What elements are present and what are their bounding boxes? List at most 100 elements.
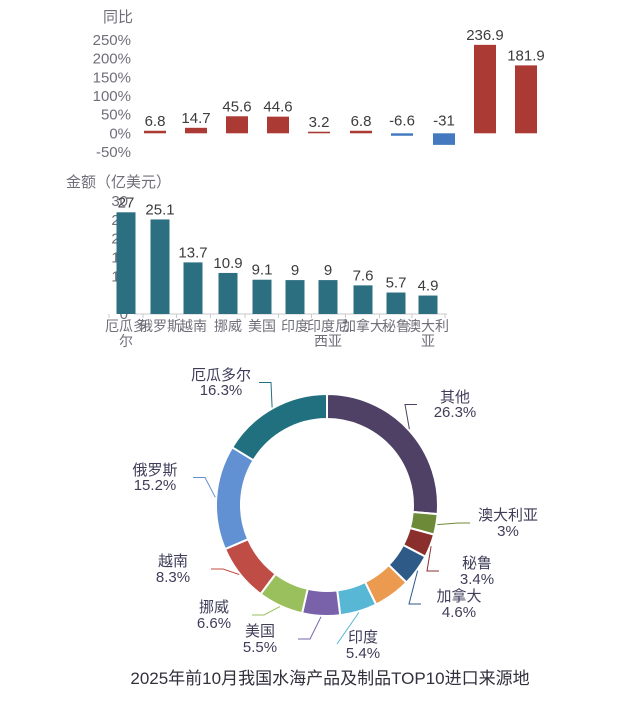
donut-segment-name: 美国: [245, 623, 275, 640]
yoy-value-label: 44.6: [263, 99, 292, 116]
donut-segment: [300, 587, 342, 617]
yoy-y-tick: 250%: [93, 32, 131, 49]
yoy-y-tick: -50%: [96, 144, 131, 161]
amount-value-label: 9.1: [252, 262, 273, 279]
amount-category-label: 西亚: [314, 333, 342, 349]
amount-category-label: 尔: [119, 333, 133, 349]
yoy-bar: [515, 65, 537, 134]
amount-value-label: 9: [291, 262, 299, 279]
amount-bar: [252, 279, 272, 314]
yoy-bar: [308, 131, 330, 134]
amount-category-label: 澳大利: [407, 318, 449, 334]
amount-category-label: 俄罗斯: [139, 318, 181, 334]
amount-category-label: 美国: [248, 318, 276, 334]
amount-category-label: 印度: [281, 318, 309, 334]
yoy-value-label: 6.8: [145, 113, 166, 130]
yoy-value-label: 3.2: [309, 114, 330, 131]
amount-value-label: 5.7: [386, 275, 407, 292]
yoy-bar: [350, 130, 372, 134]
yoy-value-label: 6.8: [351, 113, 372, 130]
amount-category-label: 秘鲁: [382, 318, 410, 334]
yoy-bar: [474, 44, 496, 134]
donut-segment-pct: 5.4%: [346, 645, 380, 662]
donut-segment-pct: 3.4%: [460, 571, 494, 588]
yoy-bar: [226, 116, 248, 134]
donut-label-line: [404, 404, 417, 430]
amount-bar: [183, 262, 203, 314]
yoy-bar: [144, 130, 166, 134]
donut-segment-pct: 26.3%: [434, 404, 477, 421]
donut-segment-name: 厄瓜多尔: [191, 367, 251, 384]
donut-segment-name: 俄罗斯: [132, 462, 177, 479]
donut-label-line: [252, 606, 281, 616]
donut-segment-pct: 4.6%: [442, 604, 476, 621]
amount-bar: [318, 280, 338, 314]
donut-label-line: [193, 477, 216, 498]
donut-segment-pct: 5.5%: [243, 639, 277, 656]
amount-bar: [386, 292, 406, 314]
yoy-value-label: 45.6: [222, 98, 251, 115]
amount-value-label: 13.7: [178, 244, 207, 261]
amount-bar: [418, 295, 438, 314]
amount-value-label: 7.6: [353, 267, 374, 284]
amount-bar-chart: 30252015105027厄瓜多尔25.1俄罗斯13.7越南10.9挪威9.1…: [105, 193, 449, 349]
donut-label-line: [298, 616, 322, 640]
amount-y-tick: 0: [120, 306, 128, 323]
donut-segment-pct: 3%: [497, 523, 519, 540]
yoy-value-label: -6.6: [389, 112, 415, 129]
donut-label-line: [211, 568, 240, 575]
donut-label-line: [259, 382, 273, 408]
donut-segment: [215, 445, 255, 551]
amount-value-label: 10.9: [213, 255, 242, 272]
amount-bar: [218, 272, 238, 314]
yoy-y-tick: 150%: [93, 69, 131, 86]
amount-value-label: 4.9: [418, 278, 439, 295]
yoy-bar: [267, 116, 289, 134]
amount-category-label: 亚: [421, 333, 435, 349]
donut-segment: [230, 392, 328, 462]
donut-segment: [326, 392, 439, 516]
donut-segment-pct: 15.2%: [134, 477, 177, 494]
yoy-y-tick: 50%: [101, 107, 131, 124]
yoy-bar: [433, 133, 455, 145]
amount-category-label: 厄瓜多: [105, 318, 147, 334]
donut-segment-name: 其他: [440, 389, 470, 406]
donut-segment-name: 印度: [348, 629, 378, 646]
amount-axis-title: 金额（亿美元）: [66, 174, 171, 191]
yoy-bar: [185, 127, 207, 134]
donut-label-line: [426, 546, 439, 572]
yoy-value-label: -31: [433, 112, 455, 129]
yoy-bar-chart: 250% 200%150% 100% 50%0% -50% 6.8 14.7 45.6 44.6…: [93, 27, 545, 161]
yoy-value-label: 181.9: [507, 47, 545, 64]
donut-label-line: [437, 522, 470, 526]
main-title: 2025年前10月我国水海产品及制品TOP10进口来源地: [130, 669, 529, 688]
yoy-axis-title: 同比: [103, 9, 133, 26]
donut-segment-name: 越南: [158, 553, 188, 570]
donut-segment-name: 挪威: [199, 599, 229, 616]
amount-category-label: 挪威: [214, 318, 242, 334]
amount-value-label: 25.1: [145, 201, 174, 218]
yoy-value-label: 14.7: [181, 110, 210, 127]
donut-segment-name: 澳大利亚: [478, 507, 538, 524]
donut-segment-name: 秘鲁: [462, 555, 492, 572]
donut-segment-pct: 16.3%: [200, 382, 243, 399]
donut-segment-pct: 8.3%: [156, 569, 190, 586]
amount-category-label: 加拿大: [342, 318, 384, 334]
donut-segment-name: 加拿大: [436, 587, 481, 605]
amount-bar: [150, 219, 170, 314]
yoy-y-tick: 0%: [109, 125, 131, 142]
amount-value-label: 9: [324, 262, 332, 279]
yoy-y-tick: 100%: [93, 88, 131, 105]
amount-bar: [116, 212, 136, 314]
yoy-bar: [391, 133, 413, 136]
amount-value-label: 27: [118, 194, 135, 211]
donut-label-line: [336, 612, 360, 645]
amount-category-label: 越南: [179, 318, 207, 334]
amount-category-label: 印度尼: [307, 318, 349, 334]
donut-label-line: [408, 570, 421, 605]
amount-bar: [353, 285, 373, 314]
donut-segment-pct: 6.6%: [197, 615, 231, 632]
